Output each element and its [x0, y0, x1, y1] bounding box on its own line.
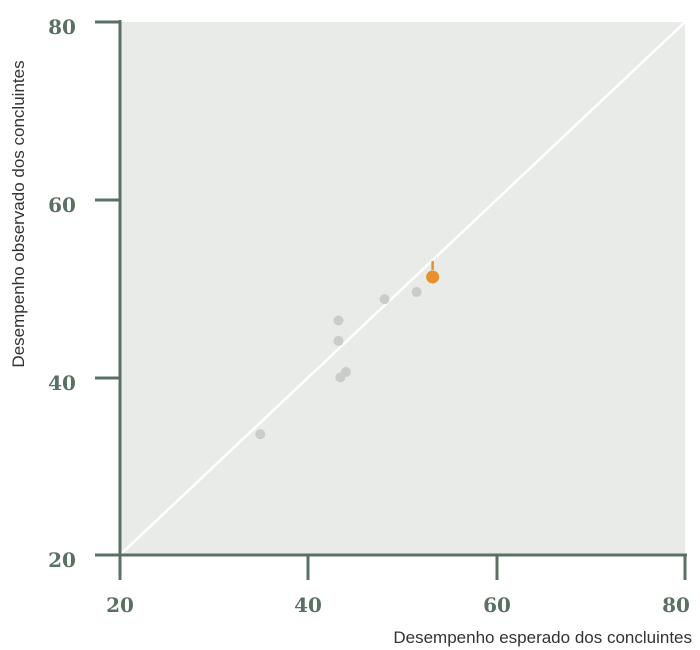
points-layer [255, 260, 440, 440]
y-tick-label-40: 40 [48, 371, 76, 395]
x-tick-label-20: 20 [106, 593, 134, 617]
highlight-point [426, 270, 440, 284]
data-point-1 [255, 429, 266, 440]
y-axis-title: Desempenho observado dos concluintes [9, 60, 28, 367]
y-tick-label-60: 60 [48, 193, 76, 217]
x-tick-label-80: 80 [662, 593, 690, 617]
y-tick-label-80: 80 [48, 15, 76, 39]
data-point-7 [411, 287, 422, 298]
x-tick-label-40: 40 [294, 593, 322, 617]
y-ticks: 80 60 40 20 [48, 15, 120, 572]
x-axis-title: Desempenho esperado dos concluintes [393, 628, 692, 647]
data-point-6 [379, 294, 390, 305]
x-ticks: 20 40 60 80 [106, 555, 690, 617]
y-tick-label-20: 20 [48, 548, 76, 572]
data-point-3 [333, 335, 344, 346]
data-point-2 [333, 315, 344, 326]
reference-line [119, 21, 686, 556]
x-tick-label-60: 60 [483, 593, 511, 617]
data-point-5 [341, 367, 351, 378]
